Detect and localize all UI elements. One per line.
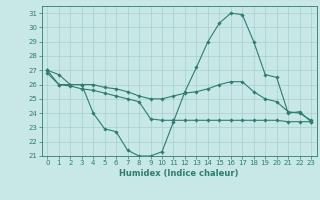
X-axis label: Humidex (Indice chaleur): Humidex (Indice chaleur) [119, 169, 239, 178]
